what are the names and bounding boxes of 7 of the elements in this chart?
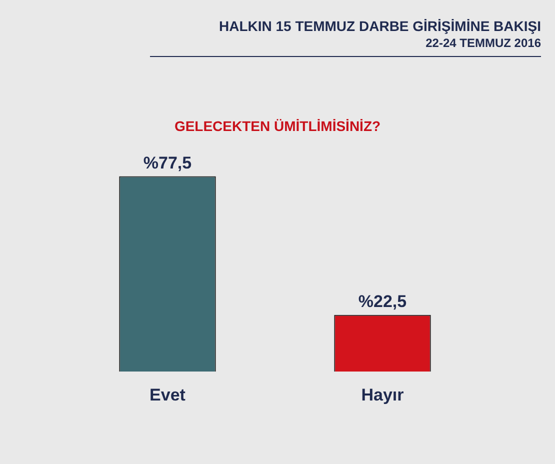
x-tick-label: Evet	[150, 385, 186, 404]
data-label: %77,5	[143, 153, 192, 172]
x-tick-label: Hayır	[361, 385, 404, 404]
chart-title: HALKIN 15 TEMMUZ DARBE GİRİŞİMİNE BAKIŞI	[218, 18, 541, 34]
text: GELECEKTEN ÜMİTLİMİSİNİZ?	[173, 118, 382, 134]
data-label: %22,5	[358, 292, 407, 312]
chart-subtitle: 22-24 TEMMUZ 2016	[424, 36, 541, 50]
